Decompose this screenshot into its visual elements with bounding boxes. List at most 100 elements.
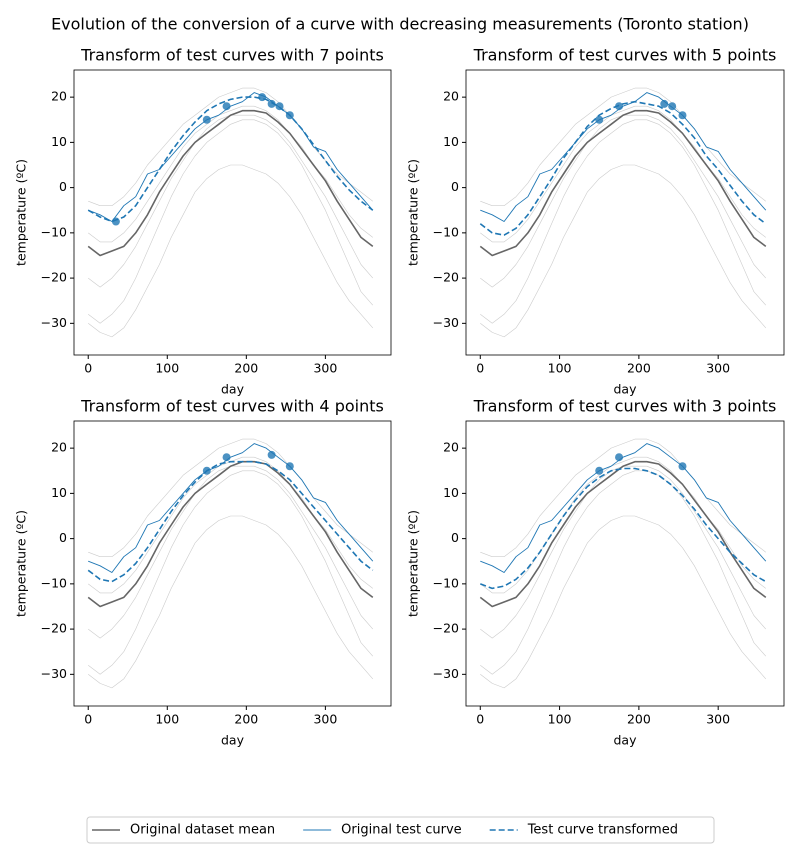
y-tick-label: −10 [41, 575, 67, 590]
measurement-point [111, 217, 120, 226]
measurement-point [678, 462, 687, 471]
measurement-point [285, 462, 294, 471]
plot-area [74, 421, 391, 706]
x-tick-label: 200 [627, 361, 651, 376]
x-axis-label: day [614, 733, 638, 748]
background-curve [88, 119, 374, 324]
y-axis-label: temperature (ºC) [14, 159, 29, 266]
y-tick-label: −20 [41, 270, 67, 285]
y-tick-label: 10 [51, 485, 67, 500]
axes: 0 100 200 300 −30 −20 −10 0 10 20 Transform of tes… [406, 46, 785, 397]
x-tick-label: 100 [548, 361, 572, 376]
measurement-point [660, 99, 669, 108]
x-tick-label: 300 [706, 361, 730, 376]
measurement-point [222, 453, 231, 462]
y-tick-label: 10 [51, 134, 67, 149]
series-line [479, 460, 767, 608]
background-curve [88, 470, 374, 675]
y-tick-label: −10 [433, 575, 459, 590]
figure-title: Evolution of the conversion of a curve w… [51, 15, 749, 34]
background-curve [88, 515, 374, 689]
legend-label: Original dataset mean [130, 823, 275, 838]
y-tick-label: −20 [41, 621, 67, 636]
measurement-point [285, 111, 294, 120]
axes: 0 100 200 300 −30 −20 −10 0 10 20 Transform of tes… [406, 397, 785, 748]
series-line [480, 467, 767, 590]
x-axis-label: day [221, 733, 245, 748]
x-tick-label: 0 [476, 361, 484, 376]
x-tick-label: 200 [234, 712, 258, 727]
series-line [87, 96, 374, 223]
axes-frame [73, 69, 392, 356]
x-tick-label: 100 [155, 361, 179, 376]
y-axis-label: temperature (ºC) [406, 510, 421, 617]
y-tick-label: 20 [443, 89, 459, 104]
background-curve [88, 438, 373, 557]
y-tick-label: −20 [433, 270, 459, 285]
background-curve [480, 515, 767, 689]
y-tick-label: 0 [59, 530, 67, 545]
y-tick-label: 10 [443, 485, 459, 500]
measurement-point [202, 466, 211, 475]
legend-label: Original test curve [341, 823, 462, 838]
plot-area [466, 421, 784, 706]
subplot-title: Transform of test curves with 5 points [473, 46, 777, 65]
measurement-point [615, 102, 624, 111]
x-tick-label: 0 [84, 712, 92, 727]
y-tick-label: −30 [433, 315, 459, 330]
x-tick-label: 300 [313, 712, 337, 727]
legend-label: Test curve transformed [527, 823, 678, 838]
y-tick-label: 20 [443, 440, 459, 455]
subplot-title: Transform of test curves with 4 points [80, 397, 384, 416]
subplot-title: Transform of test curves with 7 points [80, 46, 384, 65]
measurement-point [275, 102, 284, 111]
axes-frame [465, 420, 785, 707]
measurement-point [595, 115, 604, 124]
axes: 0 100 200 300 −30 −20 −10 0 10 20 Transform of tes… [14, 397, 392, 748]
axes-frame [73, 420, 392, 707]
series-line [479, 100, 767, 236]
y-tick-label: −10 [41, 224, 67, 239]
y-axis-label: temperature (ºC) [14, 510, 29, 617]
background-curve [480, 119, 767, 324]
plot-area [74, 70, 391, 355]
axes: 0 100 200 300 −30 −20 −10 0 10 20 Transform of tes… [14, 46, 392, 397]
x-tick-label: 0 [84, 361, 92, 376]
legend-box [86, 816, 715, 844]
x-tick-label: 200 [627, 712, 651, 727]
x-tick-label: 100 [548, 712, 572, 727]
y-tick-label: 0 [451, 179, 459, 194]
subplot-title: Transform of test curves with 3 points [473, 397, 777, 416]
measurement-point [668, 102, 677, 111]
series-line [87, 109, 374, 257]
plot-area [466, 70, 784, 355]
series-line [87, 460, 374, 608]
y-axis-label: temperature (ºC) [406, 159, 421, 266]
background-curve [480, 164, 767, 338]
background-curve [88, 164, 374, 338]
background-curve [480, 87, 766, 206]
measurement-point [615, 453, 624, 462]
y-tick-label: 0 [451, 530, 459, 545]
x-tick-label: 200 [234, 361, 258, 376]
y-tick-label: 20 [51, 440, 67, 455]
legend: Original dataset mean Original test curve… [92, 823, 678, 838]
y-tick-label: −30 [433, 666, 459, 681]
background-curve [88, 105, 373, 243]
background-curve [88, 87, 373, 206]
x-tick-label: 300 [706, 712, 730, 727]
x-tick-label: 0 [476, 712, 484, 727]
y-tick-label: −20 [433, 621, 459, 636]
series-line [479, 109, 767, 257]
measurement-point [202, 115, 211, 124]
measurement-point [222, 102, 231, 111]
measurement-point [678, 111, 687, 120]
x-tick-label: 100 [155, 712, 179, 727]
y-tick-label: −30 [41, 315, 67, 330]
y-tick-label: −10 [433, 224, 459, 239]
background-curve [480, 105, 766, 243]
axes-frame [465, 69, 785, 356]
x-axis-label: day [614, 382, 638, 397]
x-tick-label: 300 [313, 361, 337, 376]
